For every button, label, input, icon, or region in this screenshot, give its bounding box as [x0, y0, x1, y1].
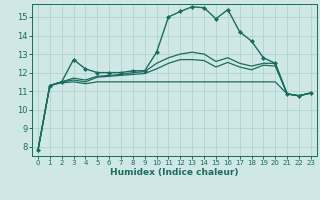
X-axis label: Humidex (Indice chaleur): Humidex (Indice chaleur) — [110, 168, 239, 177]
